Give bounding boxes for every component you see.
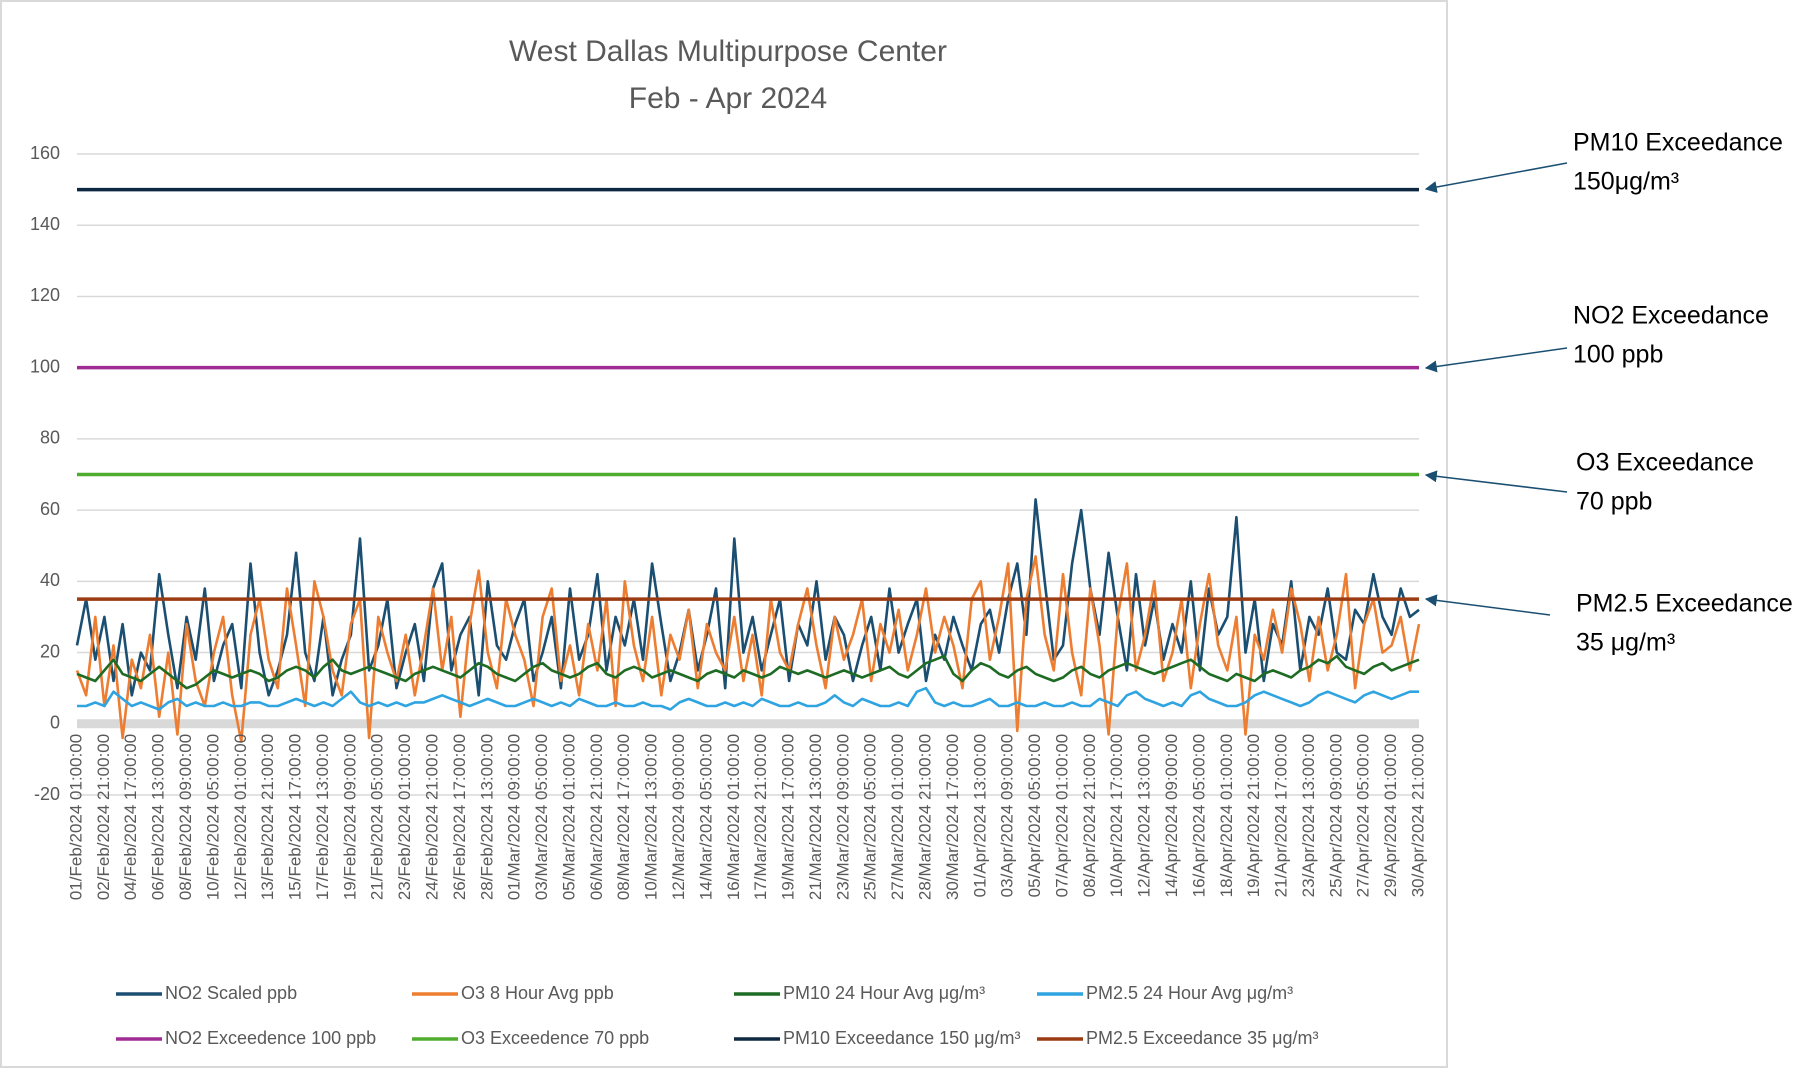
- x-tick-label: 25/Apr/2024 09:00:00: [1326, 734, 1345, 898]
- arrow: [1424, 162, 1568, 193]
- legend-label: PM2.5 24 Hour Avg μg/m³: [1086, 983, 1293, 1003]
- x-tick-label: 29/Apr/2024 01:00:00: [1381, 734, 1400, 898]
- plot-area: [75, 153, 1421, 796]
- x-tick-label: 12/Feb/2024 01:00:00: [231, 734, 250, 900]
- arrow: [1424, 347, 1568, 373]
- x-tick-label: 26/Feb/2024 17:00:00: [450, 734, 469, 900]
- x-tick-label: 24/Feb/2024 21:00:00: [423, 734, 442, 900]
- x-tick-label: 04/Feb/2024 17:00:00: [121, 734, 140, 900]
- x-tick-label: 23/Feb/2024 01:00:00: [395, 734, 414, 900]
- annotation-arrows: [1424, 162, 1568, 616]
- x-tick-label: 30/Apr/2024 21:00:00: [1408, 734, 1427, 898]
- x-tick-label: 14/Apr/2024 09:00:00: [1162, 734, 1181, 898]
- legend-label: NO2 Exceedence 100 ppb: [165, 1028, 376, 1048]
- legend-label: PM2.5 Exceedance 35 μg/m³: [1086, 1028, 1319, 1048]
- x-tick-label: 19/Feb/2024 09:00:00: [340, 734, 359, 900]
- y-tick-label: 0: [50, 713, 60, 733]
- legend-label: O3 Exceedence 70 ppb: [461, 1028, 649, 1048]
- x-tick-label: 14/Mar/2024 05:00:00: [696, 734, 715, 900]
- x-tick-label: 17/Mar/2024 21:00:00: [751, 734, 770, 900]
- y-tick-label: -20: [34, 784, 60, 804]
- series-line: [76, 654, 1420, 690]
- legend-label: O3 8 Hour Avg ppb: [461, 983, 614, 1003]
- x-tick-label: 23/Mar/2024 09:00:00: [833, 734, 852, 900]
- x-tick-label: 01/Feb/2024 01:00:00: [66, 734, 85, 900]
- x-tick-label: 27/Mar/2024 01:00:00: [888, 734, 907, 900]
- x-tick-label: 18/Apr/2024 01:00:00: [1217, 734, 1236, 898]
- arrow: [1424, 594, 1551, 616]
- annotation: PM2.5 Exceedance: [1576, 590, 1793, 618]
- x-tick-label: 08/Feb/2024 09:00:00: [176, 734, 195, 900]
- x-tick-label: 28/Mar/2024 21:00:00: [916, 734, 935, 900]
- x-tick-label: 02/Feb/2024 21:00:00: [94, 734, 113, 900]
- legend-label: PM10 24 Hour Avg μg/m³: [783, 983, 985, 1003]
- series-line: [75, 555, 1421, 743]
- x-tick-label: 19/Mar/2024 17:00:00: [779, 734, 798, 900]
- annotation: NO2 Exceedance: [1573, 302, 1769, 330]
- y-tick-label: 20: [40, 641, 60, 661]
- y-tick-label: 160: [30, 143, 60, 163]
- y-tick-label: 120: [30, 285, 60, 305]
- x-tick-label: 30/Mar/2024 17:00:00: [943, 734, 962, 900]
- series-line: [75, 498, 1420, 697]
- y-tick-label: 100: [30, 356, 60, 376]
- annotation: 70 ppb: [1576, 488, 1652, 516]
- x-tick-label: 21/Apr/2024 17:00:00: [1272, 734, 1291, 898]
- chart-frame: [0, 0, 1448, 1068]
- annotation: 150μg/m³: [1573, 168, 1679, 196]
- x-tick-label: 10/Feb/2024 05:00:00: [203, 734, 222, 900]
- x-tick-label: 15/Feb/2024 17:00:00: [286, 734, 305, 900]
- y-tick-label: 80: [40, 428, 60, 448]
- y-tick-label: 60: [40, 499, 60, 519]
- x-tick-label: 06/Feb/2024 13:00:00: [149, 734, 168, 900]
- x-tick-label: 10/Apr/2024 17:00:00: [1107, 734, 1126, 898]
- x-tick-label: 27/Apr/2024 05:00:00: [1354, 734, 1373, 898]
- x-tick-label: 05/Mar/2024 01:00:00: [559, 734, 578, 900]
- x-tick-label: 13/Feb/2024 21:00:00: [258, 734, 277, 900]
- annotation: 100 ppb: [1573, 341, 1663, 369]
- x-tick-label: 12/Mar/2024 09:00:00: [669, 734, 688, 900]
- x-tick-label: 16/Apr/2024 05:00:00: [1189, 734, 1208, 898]
- x-tick-label: 10/Mar/2024 13:00:00: [642, 734, 661, 900]
- x-tick-label: 12/Apr/2024 13:00:00: [1135, 734, 1154, 898]
- chart-subtitle: Feb - Apr 2024: [629, 82, 827, 115]
- annotation: 35 μg/m³: [1576, 629, 1675, 657]
- arrow: [1424, 470, 1568, 493]
- x-tick-label: 21/Mar/2024 13:00:00: [806, 734, 825, 900]
- x-tick-label: 03/Mar/2024 05:00:00: [532, 734, 551, 900]
- x-tick-label: 01/Apr/2024 13:00:00: [970, 734, 989, 898]
- x-tick-label: 21/Feb/2024 05:00:00: [368, 734, 387, 900]
- y-tick-label: 140: [30, 214, 60, 234]
- chart-title: West Dallas Multipurpose Center: [509, 35, 947, 68]
- legend-label: NO2 Scaled ppb: [165, 983, 297, 1003]
- x-tick-label: 05/Apr/2024 05:00:00: [1025, 734, 1044, 898]
- x-tick-label: 17/Feb/2024 13:00:00: [313, 734, 332, 900]
- series-line: [77, 686, 1419, 711]
- y-tick-label: 40: [40, 570, 60, 590]
- x-tick-label: 08/Mar/2024 17:00:00: [614, 734, 633, 900]
- annotation: O3 Exceedance: [1576, 449, 1754, 477]
- legend-label: PM10 Exceedance 150 μg/m³: [783, 1028, 1021, 1048]
- annotation: PM10 Exceedance: [1573, 129, 1783, 157]
- x-tick-label: 19/Apr/2024 21:00:00: [1244, 734, 1263, 898]
- x-tick-label: 16/Mar/2024 01:00:00: [724, 734, 743, 900]
- x-tick-label: 06/Mar/2024 21:00:00: [587, 734, 606, 900]
- x-tick-label: 23/Apr/2024 13:00:00: [1299, 734, 1318, 898]
- x-tick-label: 07/Apr/2024 01:00:00: [1052, 734, 1071, 898]
- x-tick-label: 08/Apr/2024 21:00:00: [1080, 734, 1099, 898]
- x-tick-label: 25/Mar/2024 05:00:00: [861, 734, 880, 900]
- x-tick-label: 03/Apr/2024 09:00:00: [998, 734, 1017, 898]
- x-tick-label: 01/Mar/2024 09:00:00: [505, 734, 524, 900]
- x-tick-label: 28/Feb/2024 13:00:00: [477, 734, 496, 900]
